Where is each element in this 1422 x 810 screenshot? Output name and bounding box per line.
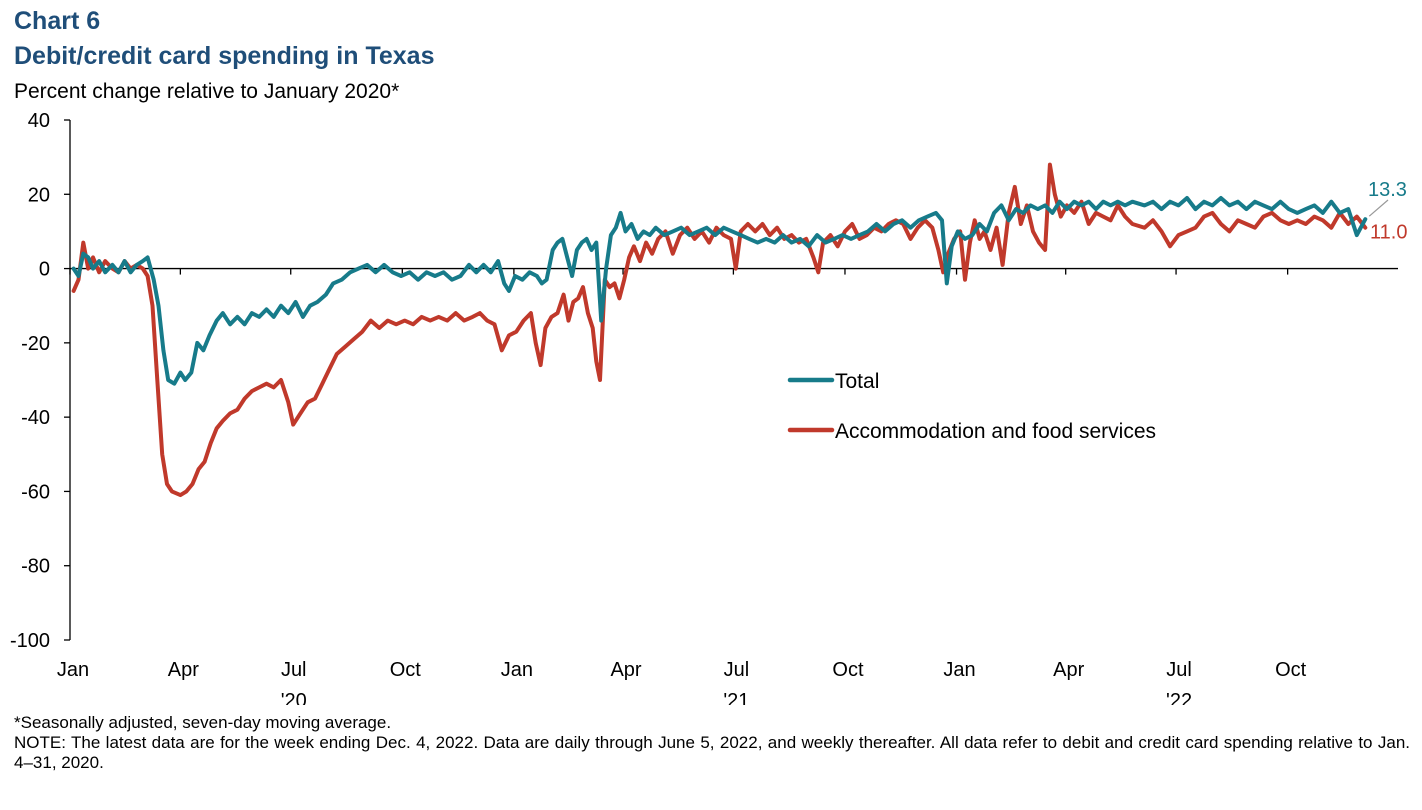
x-axis: Jan Apr Jul '20 Oct Jan Apr Jul '21 Oct Jan Apr Jul '… [57,267,1398,705]
y-tick-label: -20 [21,333,50,355]
series-line-total [71,196,1368,386]
x-year-label: '21 [723,690,749,705]
y-tick-label: -80 [21,556,50,578]
footnotes: *Seasonally adjusted, seven-day moving a… [14,713,1410,773]
x-tick-label: Jan [943,659,975,681]
legend-label: Accommodation and food services [835,420,1156,443]
x-tick-label: Jan [57,659,89,681]
y-tick-label: -40 [21,407,50,429]
series-layer [71,162,1368,498]
x-tick-label: Apr [610,659,641,681]
x-tick-label: Oct [390,659,422,681]
chart-subtitle: Percent change relative to January 2020* [14,80,400,103]
y-tick-label: 40 [28,110,50,132]
x-tick-label: Oct [832,659,864,681]
end-labels: 13.3 11.0 [1368,179,1407,244]
end-label-accommodation: 11.0 [1370,222,1407,244]
x-tick-label: Jan [501,659,533,681]
x-year-label: '22 [1166,690,1192,705]
y-axis: 40 20 0 -20 -40 -60 -80 -100 [10,110,71,652]
x-tick-label: Oct [1275,659,1307,681]
legend-label: Total [835,370,879,393]
y-tick-label: -60 [21,481,50,503]
y-tick-label: -100 [10,630,50,652]
chart-number: Chart 6 [14,7,101,35]
legend: Total Accommodation and food services [787,370,1156,443]
chart-title: Debit/credit card spending in Texas [14,42,435,70]
x-tick-label: Jul [281,659,307,681]
end-label-leader [1368,199,1389,217]
y-tick-label: 20 [28,184,50,206]
x-year-label: '20 [281,690,307,705]
x-tick-label: Apr [168,659,199,681]
x-tick-label: Jul [1166,659,1192,681]
x-tick-label: Jul [724,659,750,681]
x-tick-label: Apr [1053,659,1084,681]
footnote-seasonal: *Seasonally adjusted, seven-day moving a… [14,713,392,732]
footnote-note: NOTE: The latest data are for the week e… [14,733,1410,772]
y-tick-label: 0 [39,259,50,281]
series-line-accommodation [71,162,1368,498]
end-label-total: 13.3 [1368,179,1407,201]
